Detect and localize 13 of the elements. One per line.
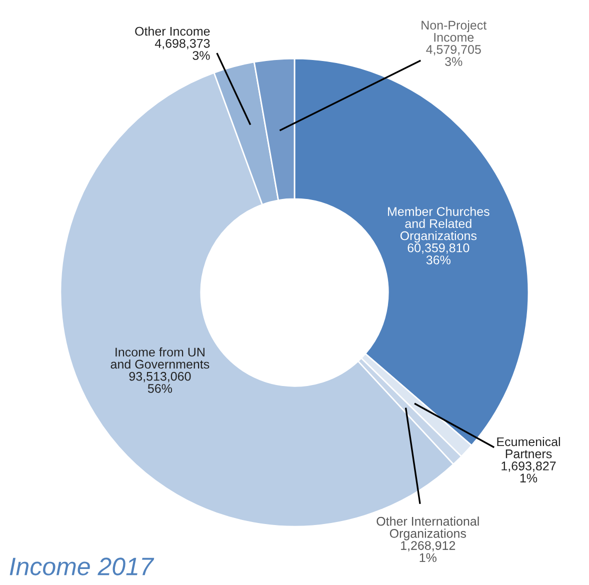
data-label: 93,513,060 56% [129, 372, 191, 393]
slice-label: Ecumenical Partners [497, 436, 560, 458]
data-label: 1,693,827 1% [502, 462, 556, 482]
slice-label: Other Income [135, 26, 210, 36]
slice-label: Non-Project Income [422, 20, 487, 42]
slice-label: Member Churches and Related Organizations [388, 206, 490, 243]
slice-label: Other International Organizations [376, 516, 479, 540]
data-label: 4,698,373 3% [154, 38, 210, 60]
data-label: 60,359,810 36% [408, 243, 470, 264]
text: Income 2017 [10, 558, 154, 576]
slice-label: Income from UN and Governments [110, 347, 210, 369]
data-label: 1,268,912 1% [401, 541, 456, 562]
data-label: 4,579,705 3% [426, 45, 481, 66]
